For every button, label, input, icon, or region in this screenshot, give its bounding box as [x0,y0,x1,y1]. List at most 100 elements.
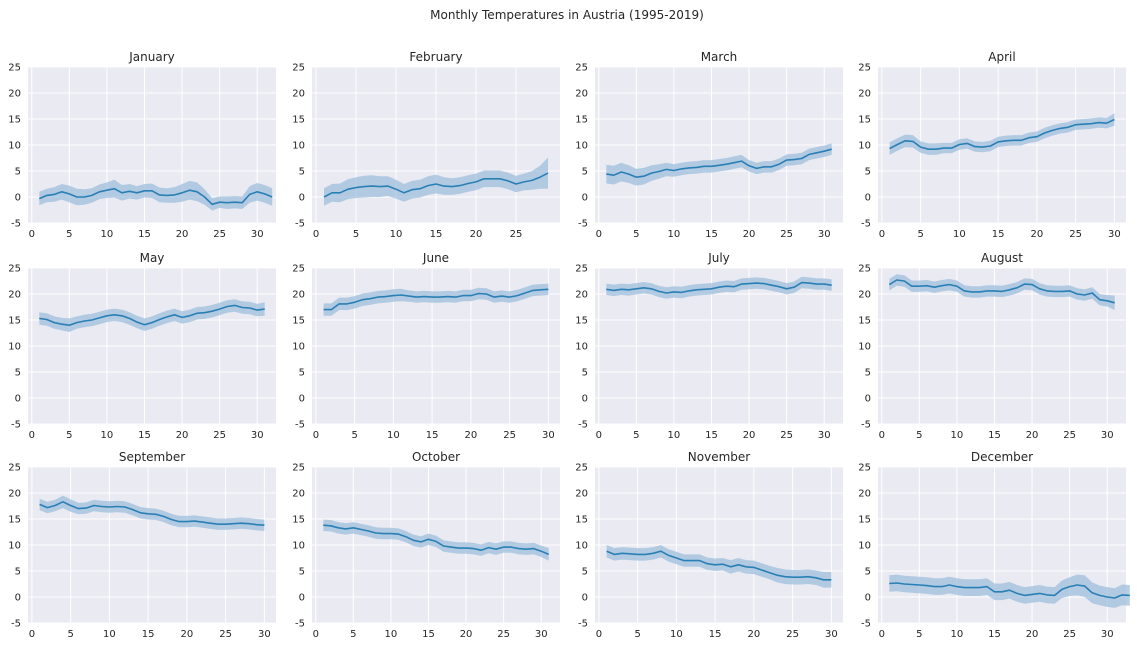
y-tick-label: 25 [575,463,588,474]
y-tick-label: 10 [292,541,305,552]
y-tick-label: -5 [295,420,305,431]
panel-november: -5 0 5 10 15 20 25 0 5 10 15 20 25 30 November [575,450,843,640]
y-tick-label: 5 [865,167,871,178]
y-tick-label: 15 [858,115,871,126]
x-tick-label: 30 [251,229,264,240]
x-tick-label: 10 [101,430,114,441]
panel-march: -5 0 5 10 15 20 25 0 5 10 15 20 25 30 March [575,50,843,240]
panel-title: October [412,450,460,464]
panel-february: -5 0 5 10 15 20 25 0 5 10 15 20 25 February [292,50,560,240]
y-tick-label: 20 [292,89,305,100]
y-tick-label: -5 [578,619,588,630]
x-tick-label: 0 [596,629,602,640]
y-tick-label: 0 [15,593,21,604]
x-tick-label: 0 [313,229,319,240]
x-tick-label: 30 [535,629,548,640]
y-tick-label: -5 [578,420,588,431]
x-tick-label: 15 [992,229,1005,240]
panel-december: -5 0 5 10 15 20 25 0 5 10 15 20 25 30 December [858,450,1130,640]
y-tick-label: 10 [8,541,21,552]
x-tick-label: 20 [181,629,194,640]
y-tick-label: 25 [575,264,588,275]
x-tick-label: 20 [743,430,756,441]
x-tick-label: 10 [953,229,966,240]
x-tick-label: 20 [176,229,189,240]
confidence-band [889,113,1115,155]
x-tick-label: 30 [1101,430,1114,441]
panel-september: -5 0 5 10 15 20 25 0 5 10 15 20 25 30 September [8,450,276,640]
x-tick-label: 5 [634,629,640,640]
x-tick-label: 30 [1101,629,1114,640]
x-tick-label: 20 [460,629,473,640]
x-tick-label: 0 [879,229,885,240]
x-tick-label: 10 [668,430,681,441]
y-tick-label: 5 [15,368,21,379]
y-tick-label: 15 [858,515,871,526]
x-tick-label: 0 [596,430,602,441]
x-tick-label: 5 [350,629,356,640]
x-tick-label: 0 [879,430,885,441]
y-tick-label: 25 [575,63,588,74]
y-tick-label: 15 [575,115,588,126]
y-tick-label: 15 [575,515,588,526]
x-tick-label: 15 [426,430,439,441]
x-tick-label: 15 [138,430,151,441]
panel-title: June [422,251,449,265]
y-tick-label: 10 [575,541,588,552]
x-tick-label: 10 [385,629,398,640]
x-tick-label: 0 [29,229,35,240]
x-tick-label: 15 [142,629,155,640]
y-tick-label: 20 [8,290,21,301]
figure-title: Monthly Temperatures in Austria (1995-20… [430,8,704,22]
x-tick-label: 20 [176,430,189,441]
y-tick-label: 20 [8,89,21,100]
x-tick-label: 25 [497,629,510,640]
series-line [39,500,265,526]
x-tick-label: 25 [1069,229,1082,240]
x-tick-label: 30 [825,629,838,640]
y-tick-label: 20 [575,290,588,301]
confidence-band [323,519,549,561]
panel-title: December [971,450,1033,464]
panel-july: -5 0 5 10 15 20 25 0 5 10 15 20 25 30 July [575,251,843,441]
x-tick-label: 10 [670,629,683,640]
y-tick-label: 10 [858,141,871,152]
x-tick-label: 25 [213,430,226,441]
x-tick-label: 5 [633,430,639,441]
y-tick-label: 20 [292,489,305,500]
panel-may: -5 0 5 10 15 20 25 0 5 10 15 20 25 30 May [8,251,276,441]
y-tick-label: 25 [292,63,305,74]
x-tick-label: 20 [748,629,761,640]
x-tick-label: 25 [219,629,232,640]
x-tick-label: 20 [1026,430,1039,441]
x-tick-label: 25 [780,229,793,240]
y-tick-label: 5 [299,167,305,178]
x-tick-label: 0 [879,629,885,640]
x-tick-label: 0 [29,629,35,640]
x-tick-label: 10 [668,229,681,240]
x-tick-label: 0 [313,430,319,441]
x-tick-label: 10 [951,430,964,441]
y-tick-label: 20 [858,89,871,100]
panels-grid: -5 0 5 10 15 20 25 0 5 10 15 20 25 30 January -5 0 5 10 15 2… [8,50,1130,640]
y-tick-label: -5 [11,420,21,431]
y-tick-label: 20 [858,489,871,500]
x-tick-label: 30 [251,430,264,441]
x-tick-label: 5 [351,430,357,441]
x-tick-label: 25 [503,430,516,441]
x-tick-label: 30 [258,629,271,640]
x-tick-label: 20 [1031,229,1044,240]
y-tick-label: 15 [292,316,305,327]
y-tick-label: 5 [865,368,871,379]
y-tick-label: 10 [292,342,305,353]
x-tick-label: 30 [1108,229,1121,240]
x-tick-label: 5 [66,430,72,441]
y-tick-label: 25 [858,63,871,74]
y-tick-label: 10 [575,342,588,353]
y-tick-label: 0 [865,593,871,604]
y-tick-label: 5 [15,167,21,178]
y-tick-label: 15 [292,115,305,126]
y-tick-label: 10 [8,342,21,353]
y-tick-label: 0 [582,593,588,604]
panel-title: March [701,50,738,64]
